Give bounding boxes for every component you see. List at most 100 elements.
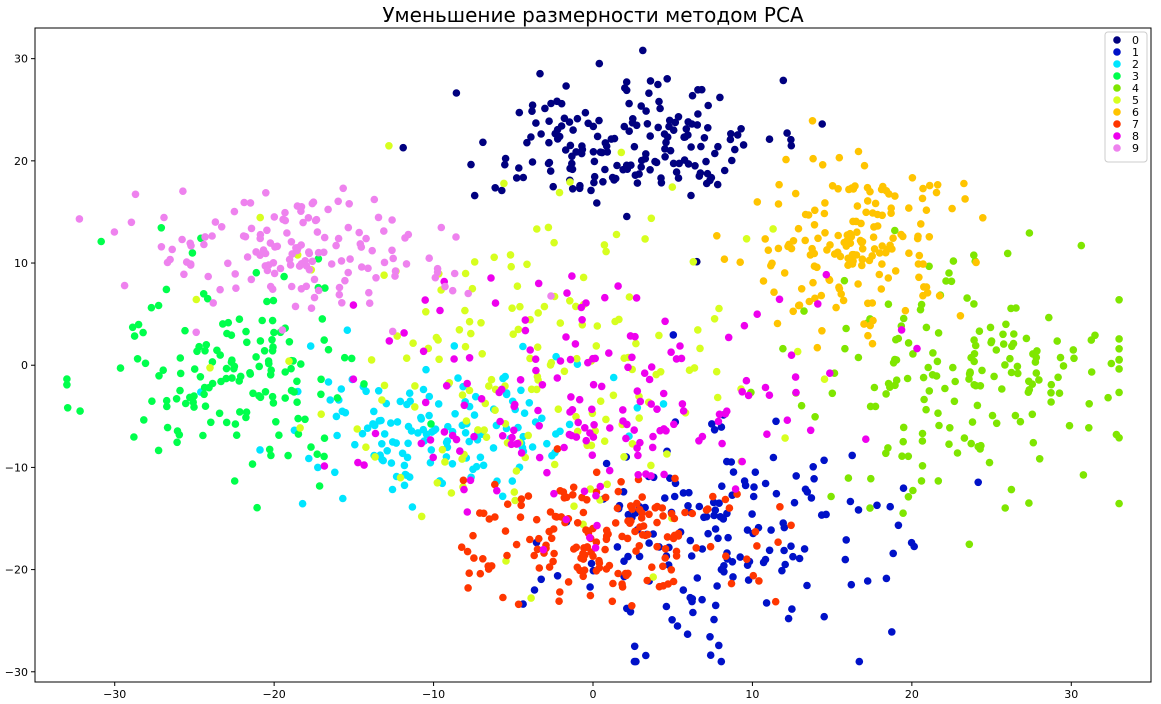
point-class-0 (528, 158, 537, 166)
point-class-5 (380, 381, 389, 390)
point-class-8 (588, 451, 597, 460)
point-class-3 (63, 375, 71, 383)
point-class-0 (501, 154, 510, 163)
point-class-3 (269, 296, 278, 305)
point-class-4 (999, 340, 1008, 348)
point-class-5 (685, 366, 694, 375)
point-class-4 (1009, 339, 1018, 348)
point-class-8 (763, 430, 771, 439)
point-class-6 (814, 234, 822, 243)
point-class-4 (916, 305, 925, 314)
point-class-4 (933, 357, 942, 366)
point-class-4 (899, 509, 907, 517)
point-class-6 (848, 260, 857, 268)
point-class-2 (419, 385, 428, 394)
point-class-4 (942, 277, 950, 285)
point-class-8 (601, 293, 609, 302)
point-class-5 (447, 489, 456, 497)
point-class-2 (499, 374, 507, 383)
point-class-4 (840, 276, 849, 285)
point-class-3 (294, 430, 303, 438)
point-class-2 (517, 386, 525, 395)
point-class-7 (491, 480, 499, 489)
point-class-4 (967, 439, 975, 448)
point-class-9 (368, 246, 377, 255)
point-class-1 (698, 595, 706, 604)
point-class-2 (450, 342, 459, 350)
point-class-8 (636, 397, 645, 406)
point-class-5 (600, 241, 609, 249)
point-class-3 (317, 375, 325, 384)
point-class-5 (586, 485, 595, 493)
point-class-3 (193, 347, 201, 356)
x-tick-label: 0 (590, 688, 597, 701)
point-class-9 (547, 292, 555, 300)
point-class-0 (684, 131, 692, 139)
point-class-4 (1115, 345, 1123, 353)
point-class-9 (179, 187, 187, 195)
point-class-4 (894, 334, 903, 343)
point-class-9 (324, 205, 332, 214)
point-class-9 (281, 208, 289, 217)
point-class-1 (790, 498, 799, 507)
point-class-9 (365, 288, 373, 297)
point-class-8 (543, 468, 551, 477)
point-class-7 (602, 565, 611, 573)
point-class-7 (592, 538, 601, 546)
point-class-0 (547, 99, 555, 108)
point-class-4 (1047, 398, 1055, 406)
point-class-7 (524, 492, 533, 500)
point-class-6 (905, 249, 913, 257)
point-class-3 (265, 445, 274, 454)
point-class-8 (647, 400, 655, 408)
point-class-0 (399, 143, 408, 152)
point-class-6 (869, 316, 877, 325)
point-class-5 (514, 325, 523, 334)
point-class-2 (470, 411, 479, 419)
point-class-4 (1014, 369, 1022, 378)
point-class-9 (127, 218, 136, 227)
point-class-4 (909, 486, 917, 495)
point-class-4 (1079, 471, 1088, 479)
point-class-6 (813, 343, 822, 352)
point-class-9 (304, 214, 313, 222)
point-class-1 (787, 542, 795, 550)
point-class-6 (961, 195, 969, 203)
point-class-8 (426, 436, 435, 444)
point-class-1 (687, 552, 696, 560)
point-class-6 (809, 154, 817, 163)
point-class-5 (455, 326, 464, 334)
point-class-4 (968, 418, 977, 426)
point-class-7 (545, 563, 554, 571)
point-class-7 (457, 543, 466, 551)
point-class-2 (324, 378, 333, 386)
point-class-8 (538, 381, 547, 389)
point-class-5 (620, 354, 628, 363)
point-class-1 (695, 502, 704, 511)
point-class-7 (721, 495, 730, 504)
point-class-0 (569, 126, 577, 134)
point-class-1 (736, 553, 744, 561)
point-class-0 (654, 80, 662, 89)
point-class-7 (464, 584, 472, 592)
point-class-5 (509, 330, 517, 339)
point-class-5 (554, 405, 563, 414)
point-class-2 (378, 440, 386, 448)
point-class-4 (978, 366, 986, 375)
point-class-2 (370, 407, 378, 416)
point-class-0 (576, 181, 584, 190)
point-class-9 (308, 199, 317, 208)
point-class-4 (922, 405, 930, 414)
point-class-3 (190, 365, 199, 373)
point-class-2 (298, 499, 307, 508)
point-class-2 (425, 392, 434, 401)
point-class-0 (720, 166, 729, 175)
point-class-3 (181, 326, 189, 335)
point-class-0 (674, 113, 683, 121)
point-class-1 (713, 582, 721, 590)
point-class-9 (402, 260, 411, 268)
point-class-1 (684, 502, 692, 510)
point-class-9 (200, 240, 208, 249)
point-class-1 (741, 481, 750, 490)
point-class-8 (676, 342, 684, 350)
